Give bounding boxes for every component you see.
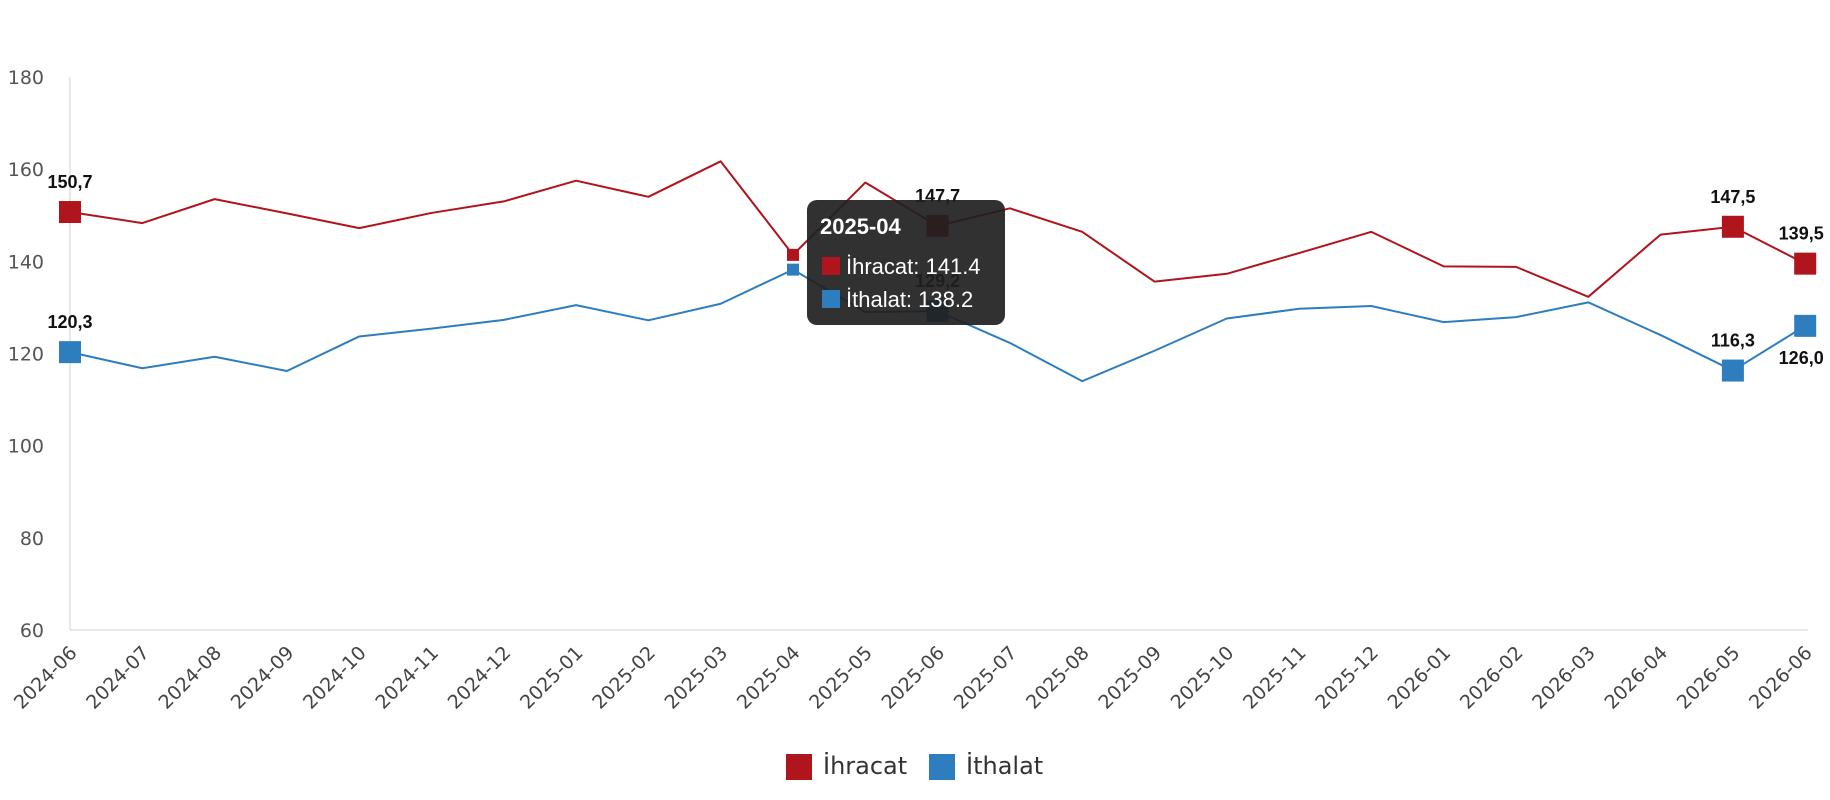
- x-tick-label: 2024-12: [444, 642, 516, 714]
- legend-swatch-ithalat[interactable]: [929, 754, 955, 780]
- x-tick-label: 2024-06: [10, 642, 82, 714]
- data-point-marker[interactable]: [1794, 314, 1817, 337]
- x-tick-label: 2025-01: [516, 642, 588, 714]
- data-point-marker[interactable]: [59, 341, 81, 364]
- x-tick-label: 2024-08: [154, 642, 226, 714]
- y-tick-label: 180: [8, 67, 44, 89]
- axes: 60 80 100 120 140 160 180 2024-06 2024-07 2024-08…: [8, 67, 1817, 714]
- tooltip-line-ihracat: İhracat: 141.4: [846, 254, 981, 279]
- y-tick-label: 160: [8, 159, 44, 181]
- data-label: 120,3: [47, 312, 92, 332]
- x-tick-label: 2025-10: [1167, 642, 1239, 714]
- legend-swatch-ihracat[interactable]: [786, 754, 812, 780]
- x-tick-label: 2026-02: [1456, 642, 1528, 714]
- x-tick-label: 2024-11: [371, 642, 443, 714]
- x-tick-label: 2025-09: [1094, 642, 1166, 714]
- tooltip: 2025-04 İhracat: 141.4 İthalat: 138.2: [807, 200, 1005, 325]
- x-tick-label: 2024-10: [299, 642, 371, 714]
- data-label: 147,5: [1710, 187, 1755, 207]
- x-tick-label: 2025-12: [1311, 642, 1383, 714]
- x-tick-label: 2025-04: [733, 642, 805, 714]
- x-tick-label: 2025-08: [1022, 642, 1094, 714]
- tooltip-swatch-ihracat: [822, 257, 840, 275]
- data-label: 126,0: [1779, 348, 1824, 368]
- x-tick-label: 2026-04: [1600, 642, 1672, 714]
- tooltip-line-ithalat: İthalat: 138.2: [846, 287, 973, 312]
- data-point-marker[interactable]: [787, 248, 799, 261]
- x-tick-label: 2026-05: [1673, 642, 1745, 714]
- x-tick-label: 2025-06: [877, 642, 949, 714]
- data-point-marker[interactable]: [1721, 359, 1744, 382]
- x-tick-label: 2024-09: [227, 642, 299, 714]
- y-tick-label: 140: [8, 251, 44, 273]
- legend-label-ihracat[interactable]: İhracat: [823, 751, 907, 780]
- y-tick-label: 60: [20, 620, 44, 642]
- x-tick-label: 2026-03: [1528, 642, 1600, 714]
- x-tick-label: 2025-07: [950, 642, 1022, 714]
- x-tick-label: 2026-01: [1384, 642, 1456, 714]
- x-tick-label: 2026-06: [1745, 642, 1817, 714]
- x-tick-label: 2024-07: [82, 642, 154, 714]
- data-point-marker[interactable]: [787, 263, 799, 276]
- tooltip-swatch-ithalat: [822, 290, 840, 308]
- legend-label-ithalat[interactable]: İthalat: [966, 751, 1043, 780]
- data-label: 150,7: [47, 172, 92, 192]
- data-point-marker[interactable]: [59, 201, 81, 224]
- x-tick-label: 2025-11: [1239, 642, 1311, 714]
- data-point-marker[interactable]: [1794, 252, 1817, 275]
- data-label: 116,3: [1711, 331, 1755, 351]
- x-tick-label: 2025-03: [661, 642, 733, 714]
- tooltip-box: [807, 200, 1005, 325]
- tooltip-title: 2025-04: [820, 214, 902, 239]
- x-tick-label: 2025-02: [588, 642, 660, 714]
- y-tick-label: 120: [8, 344, 44, 366]
- y-tick-label: 100: [8, 436, 44, 458]
- data-label: 139,5: [1779, 224, 1824, 244]
- data-point-marker[interactable]: [1721, 215, 1744, 238]
- legend: İhracat İthalat: [786, 751, 1043, 780]
- x-tick-label: 2025-05: [805, 642, 877, 714]
- y-tick-label: 80: [20, 528, 44, 550]
